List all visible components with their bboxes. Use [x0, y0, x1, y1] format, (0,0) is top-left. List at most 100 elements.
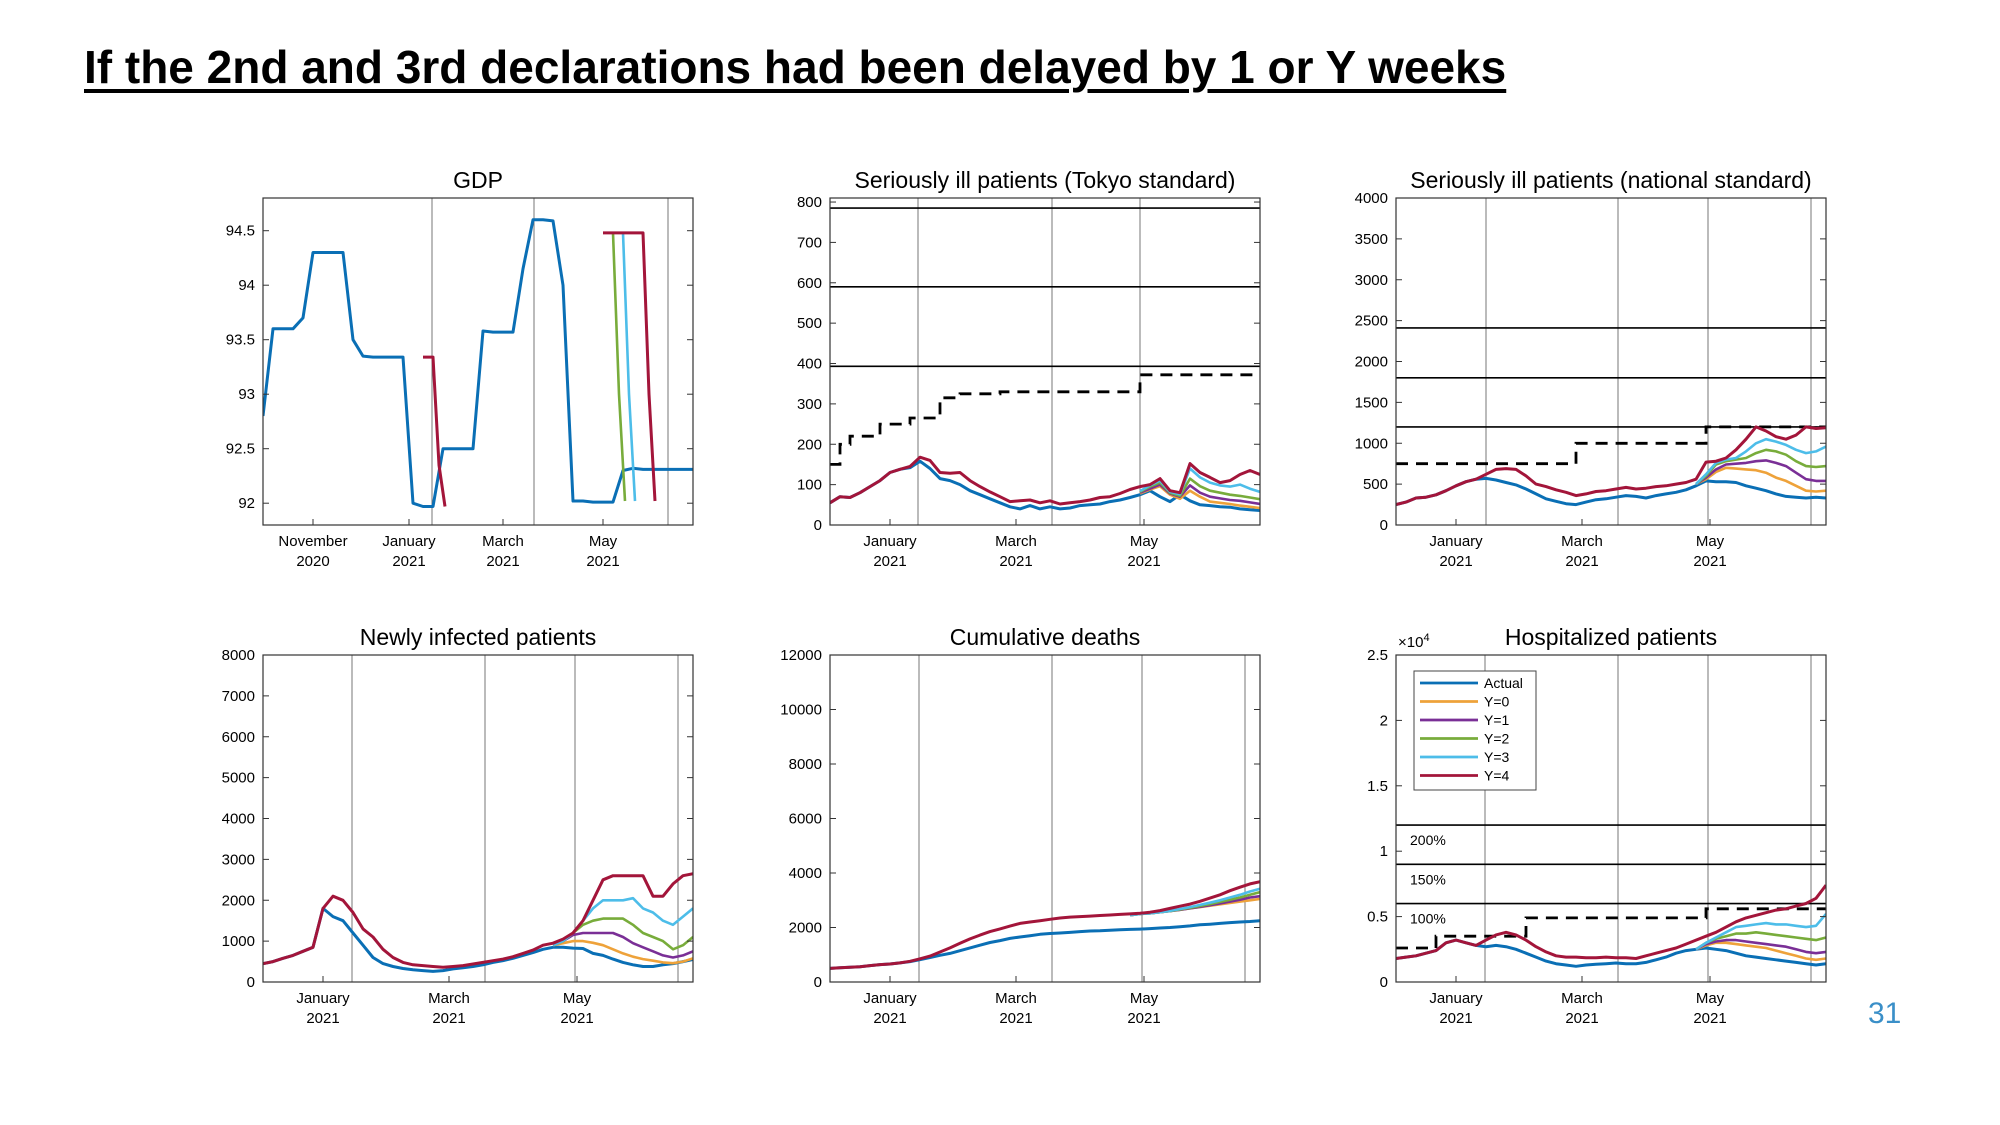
y-tick-label: 4000 [1355, 190, 1388, 207]
legend-box [1413, 670, 1537, 791]
series-line-Y0 [1695, 941, 1826, 962]
series-line-Actual [263, 906, 693, 973]
x-tick-label: January [1429, 533, 1483, 550]
series-line-Y4 [423, 355, 447, 507]
x-tick-label: May [589, 533, 618, 550]
series-line-Actual [263, 218, 693, 508]
x-tick-label-year: 2021 [1693, 553, 1726, 570]
x-tick-label: May [1130, 990, 1159, 1007]
y-tick-label: 100 [797, 477, 822, 494]
chart-title: Hospitalized patients [1505, 624, 1717, 650]
y-tick-label: 5000 [222, 770, 255, 787]
y-tick-label: 0 [247, 974, 255, 991]
series-line-Y3 [1695, 437, 1826, 486]
threshold-label: 150% [1410, 871, 1446, 887]
chart-ill-national: Seriously ill patients (national standar… [1355, 167, 1827, 570]
x-tick-label-year: 2021 [1565, 1010, 1598, 1027]
legend-label: Y=0 [1484, 694, 1510, 710]
x-tick-label-year: 2021 [1693, 1010, 1726, 1027]
legend-label: Y=2 [1484, 731, 1510, 747]
capacity-step-line [830, 373, 1260, 466]
y-tick-label: 93.5 [226, 332, 255, 349]
series-line-Y2 [1695, 930, 1826, 951]
chart-cumulative-deaths: Cumulative deaths 0 2000 4000 6000 8000 10000 1… [780, 624, 1261, 1027]
x-tick-label: March [995, 990, 1037, 1007]
x-tick-label: November [278, 533, 347, 550]
y-tick-label: 92 [238, 495, 255, 512]
x-tick-label-year: 2021 [1439, 1010, 1472, 1027]
x-tick-label: January [863, 533, 917, 550]
y-tick-label: 0 [1380, 517, 1388, 534]
y-tick-label: 6000 [222, 729, 255, 746]
series-line-Y4 [1396, 425, 1826, 507]
chart-gdp: GDP 92 92.5 93 93.5 94 94.5 November 2020 January… [226, 167, 694, 570]
y-tick-label: 4000 [222, 811, 255, 828]
series-line-Y4 [830, 880, 1260, 970]
x-tick-label: March [428, 990, 470, 1007]
series-line-Y0 [1695, 466, 1826, 493]
series-line-Y4 [1396, 884, 1826, 960]
chart-title: Newly infected patients [360, 624, 597, 650]
y-tick-label: 400 [797, 356, 822, 373]
y-tick-label: 3000 [1355, 272, 1388, 289]
series-line-Y3 [621, 232, 637, 502]
x-tick-label: January [296, 990, 350, 1007]
y-tick-label: 4000 [789, 865, 822, 882]
y-exponent-label: ×104 [1398, 632, 1430, 651]
x-tick-label: January [863, 990, 917, 1007]
chart-hospitalized: Hospitalized patients 100% 150% 200% 0 0.5 1 1.… [1367, 624, 1827, 1027]
x-tick-label-year: 2021 [486, 553, 519, 570]
x-tick-label-year: 2020 [296, 553, 329, 570]
x-tick-label-year: 2021 [586, 553, 619, 570]
x-tick-label: May [563, 990, 592, 1007]
y-tick-label: 1.5 [1367, 778, 1388, 795]
x-tick-label: January [1429, 990, 1483, 1007]
x-tick-label-year: 2021 [1565, 553, 1598, 570]
series-line-Y1 [1139, 483, 1260, 506]
legend-label: Y=3 [1484, 749, 1510, 765]
y-tick-label: 500 [797, 315, 822, 332]
y-tick-label: 200 [797, 436, 822, 453]
y-tick-label: 12000 [780, 647, 822, 664]
x-tick-label-year: 2021 [1127, 553, 1160, 570]
series-line-Y0 [552, 939, 693, 965]
series-line-Y4 [830, 455, 1260, 506]
y-tick-label: 2 [1380, 712, 1388, 729]
y-tick-label: 0 [814, 517, 822, 534]
axes-frame [262, 654, 694, 983]
y-tick-label: 3000 [222, 851, 255, 868]
x-tick-label: March [482, 533, 524, 550]
chart-newly-infected: Newly infected patients 0 1000 2000 3000 4000… [222, 624, 694, 1027]
series-line-Y2 [1139, 477, 1260, 501]
y-tick-label: 1000 [222, 933, 255, 950]
x-tick-label-year: 2021 [873, 1010, 906, 1027]
y-tick-label: 92.5 [226, 441, 255, 458]
x-tick-label: May [1130, 533, 1159, 550]
y-tick-label: 700 [797, 234, 822, 251]
chart-title: GDP [453, 167, 503, 193]
x-tick-label: May [1696, 990, 1725, 1007]
series-line-Y2 [611, 232, 627, 502]
chart-ill-tokyo: Seriously ill patients (Tokyo standard) 0… [797, 167, 1261, 570]
legend: Actual Y=0 Y=1 Y=2 Y=3 Y=4 [1413, 670, 1537, 791]
x-tick-label-year: 2021 [432, 1010, 465, 1027]
y-tick-label: 1000 [1355, 435, 1388, 452]
y-tick-label: 1 [1380, 843, 1388, 860]
x-tick-label: January [382, 533, 436, 550]
series-line-Y1 [1695, 459, 1826, 486]
x-tick-label-year: 2021 [392, 553, 425, 570]
legend-label: Y=4 [1484, 768, 1510, 784]
x-tick-label-year: 2021 [306, 1010, 339, 1027]
chart-title: Seriously ill patients (national standar… [1410, 167, 1811, 193]
x-tick-label: March [1561, 990, 1603, 1007]
y-tick-label: 0 [814, 974, 822, 991]
axes-frame [1395, 197, 1827, 526]
y-tick-label: 0 [1380, 974, 1388, 991]
x-tick-label-year: 2021 [999, 1010, 1032, 1027]
series-line-Actual [830, 919, 1260, 970]
y-tick-label: 2000 [222, 892, 255, 909]
y-tick-label: 2000 [789, 920, 822, 937]
y-tick-label: 3500 [1355, 231, 1388, 248]
x-tick-label-year: 2021 [999, 553, 1032, 570]
y-tick-label: 2500 [1355, 313, 1388, 330]
